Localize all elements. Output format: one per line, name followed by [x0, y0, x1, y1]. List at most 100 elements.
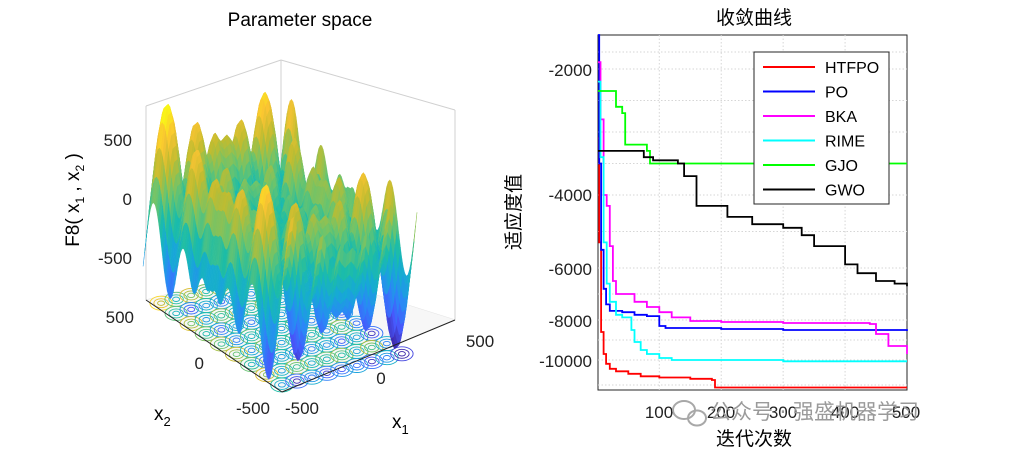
surface-plot: Parameter space 500 0 -500 [63, 10, 494, 437]
contour-ring [277, 382, 286, 388]
contour-ring [337, 338, 346, 344]
xtick-500: 500 [892, 403, 920, 422]
contour-ring [183, 318, 199, 329]
xtick-300: 300 [769, 403, 797, 422]
contour-ring [390, 346, 414, 362]
contour-ring [367, 344, 376, 351]
legend-label-po: PO [825, 85, 848, 102]
contour-ring [157, 300, 166, 306]
xtick-200: 200 [707, 403, 735, 422]
x-tick-neg500: -500 [285, 399, 319, 418]
surface-xlabel: x1 [392, 412, 409, 437]
convergence-xlabel: 迭代次数 [716, 428, 792, 450]
contour-ring [277, 325, 286, 332]
z-tick-500: 500 [104, 131, 132, 150]
ytick-neg10000: -10000 [539, 352, 592, 371]
contour-ring [243, 345, 260, 356]
surface-title: Parameter space [228, 10, 373, 31]
ytick-neg8000: -8000 [549, 312, 592, 331]
contour-ring [187, 292, 196, 299]
contour-ring [183, 290, 199, 301]
surface-mesh [142, 91, 418, 380]
contour-ring [202, 317, 211, 323]
contour-ring [168, 294, 184, 305]
contour-ring [379, 352, 395, 363]
contour-ring [187, 306, 196, 313]
contour-ring [333, 322, 350, 333]
contour-ring [352, 334, 361, 340]
contour-ring [247, 333, 256, 339]
ytick-neg4000: -4000 [549, 186, 592, 205]
contour-ring [322, 356, 331, 362]
contour-ring [172, 310, 181, 317]
contour-ring [277, 339, 286, 346]
contour-ring [172, 296, 181, 302]
contour-ring [364, 342, 380, 353]
ytick-neg2000: -2000 [549, 61, 592, 80]
contour-ring [274, 351, 290, 362]
contour-ring [213, 310, 229, 321]
contour-ring [307, 332, 316, 338]
convergence-ylabel: 适应度值 [503, 174, 525, 250]
series-line-htfpo [598, 137, 907, 389]
contour-ring [367, 358, 376, 365]
contour-ring [217, 313, 226, 319]
contour-ring [364, 328, 380, 339]
contour-ring [247, 361, 256, 368]
y-tick-0: 0 [195, 354, 204, 373]
contour-ring [337, 324, 346, 330]
legend-label-htfpo: HTFPO [825, 60, 879, 77]
contour-ring [394, 348, 410, 359]
convergence-plot: 收敛曲线 -2000 -4000 -6000 -8000 -10000 100 … [503, 7, 920, 450]
contour-ring [183, 304, 199, 315]
convergence-series [598, 34, 908, 389]
contour-ring [367, 330, 376, 337]
series-line-po [598, 34, 908, 331]
xtick-100: 100 [645, 403, 673, 422]
surface-zlabel: F8( x1 , x2 ) [63, 153, 87, 247]
contour-ring [198, 328, 215, 339]
legend-label-rime: RIME [825, 134, 865, 151]
series-line-gwo [598, 150, 908, 287]
contour-ring [232, 337, 241, 343]
series-line-bka [598, 61, 908, 354]
contour-ring [382, 340, 391, 347]
contour-ring [289, 361, 305, 372]
x-tick-500: 500 [466, 332, 494, 351]
contour-ring [187, 320, 196, 327]
y-tick-500: 500 [106, 308, 134, 327]
series-line-gjo [598, 90, 907, 165]
contour-ring [202, 302, 211, 309]
contour-ring [382, 355, 391, 361]
legend-box [753, 51, 890, 205]
contour-ring [322, 370, 331, 376]
contour-ring [319, 368, 335, 379]
z-tick-0: 0 [123, 190, 132, 209]
z-tick-neg500: -500 [98, 249, 132, 268]
xtick-400: 400 [831, 403, 859, 422]
contour-ring [337, 352, 346, 358]
contour-ring [319, 340, 335, 351]
contour-ring [213, 324, 230, 335]
contour-ring [202, 288, 211, 295]
legend-label-gwo: GWO [825, 183, 865, 200]
contour-ring [292, 378, 301, 384]
contour-ring [213, 339, 230, 350]
contour-ring [274, 365, 290, 376]
watermark-text: 公众号 · 强盛机器学习 [710, 400, 919, 424]
contour-ring [217, 341, 226, 347]
contour-ring [277, 368, 286, 374]
contour-ring [202, 331, 211, 337]
series-line-rime [598, 80, 907, 363]
contour-ring [247, 319, 256, 325]
contour-ring [364, 356, 380, 367]
surface-facet [277, 289, 283, 330]
contour-ring [304, 358, 320, 369]
legend-label-bka: BKA [825, 109, 857, 126]
contour-ring [244, 359, 260, 370]
contour-ring [292, 364, 301, 370]
y-tick-neg500: -500 [236, 399, 270, 418]
contour-ring [232, 351, 241, 357]
contour-ring [247, 347, 256, 354]
